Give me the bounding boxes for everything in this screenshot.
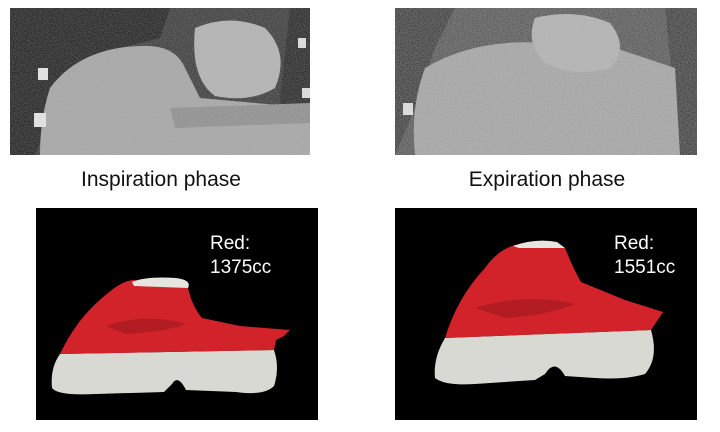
render-expiration (395, 208, 697, 420)
render-inspiration (36, 208, 318, 420)
volume-value: 1551cc (614, 257, 676, 278)
caption-expiration: Expiration phase (468, 168, 626, 191)
caption-inspiration: Inspiration phase (81, 168, 241, 191)
volume-label: Red: (210, 233, 251, 254)
ct-expiration-image (395, 8, 697, 155)
volume-value: 1375cc (210, 257, 272, 278)
volume-label: Red: (614, 233, 655, 254)
ct-inspiration-image (10, 8, 310, 155)
volume-label-expiration: Red: 1551cc (614, 232, 675, 280)
volume-label-inspiration: Red: 1375cc (210, 232, 271, 280)
